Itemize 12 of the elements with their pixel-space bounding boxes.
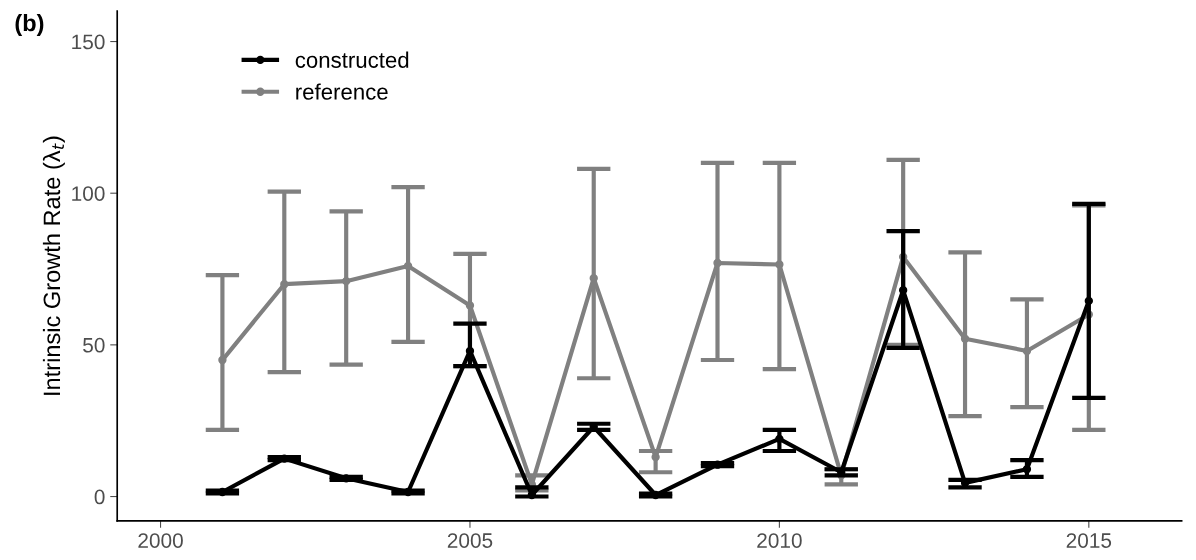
legend-label: constructed: [295, 51, 409, 68]
y-tick-label: 0: [94, 489, 105, 505]
y-tick-label: 50: [83, 337, 105, 353]
legend-label: reference: [296, 83, 388, 100]
x-tick-label: 2000: [138, 533, 183, 548]
x-tick-label: 2010: [757, 533, 802, 548]
text: (b): [15, 14, 44, 37]
x-tick-label: 2015: [1066, 533, 1112, 548]
x-tick-label: 2005: [447, 533, 493, 548]
y-tick-label: 150: [72, 34, 105, 50]
y-tick-label: 100: [72, 186, 105, 201]
y-axis-title: Intrinsic Growth Rate (λ$_{t}$): [42, 136, 65, 395]
